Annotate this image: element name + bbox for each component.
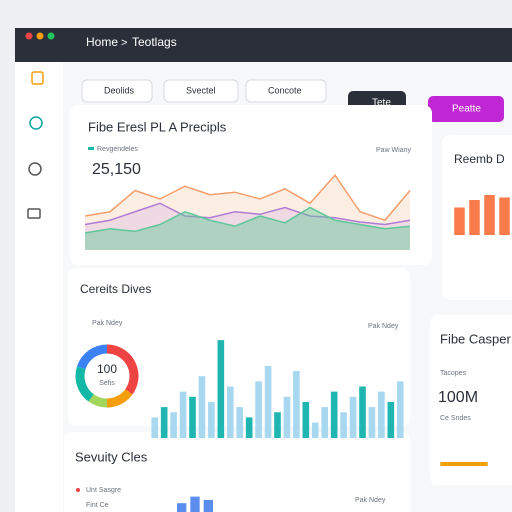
nav-icon[interactable] [28,162,42,176]
bar [236,407,244,438]
bar [469,200,480,235]
donut-segment [88,394,108,408]
nav-icon[interactable] [31,71,44,85]
card [68,268,410,426]
breadcrumb[interactable]: Teotlags [132,35,177,49]
donut-segment [75,366,95,402]
donut-center: 100 [97,362,117,376]
stat-label: Revgendeles [97,146,138,153]
filter-label: Svectel [186,85,216,95]
bar [177,503,187,512]
bar [378,391,385,438]
bar [245,417,253,438]
stat-label: Tacopes [440,370,467,377]
bar [484,195,495,235]
bar [293,371,300,438]
legend: Pak Ndey [355,497,386,504]
dot [25,32,33,40]
bar [255,381,262,438]
bar [170,412,177,438]
bar [349,396,357,438]
bar [330,391,338,438]
area-fill [85,203,410,250]
decor-bar [440,462,488,466]
donut-segment [106,344,139,395]
bar [454,207,465,235]
bar [321,407,329,438]
legend: Paw Wiany [376,147,412,154]
bar [368,407,376,438]
bar [340,412,347,438]
sidebar [15,62,63,512]
bar [359,386,366,438]
dot [36,32,44,40]
row[interactable]: Unt Sasgre [86,487,121,494]
donut-segment [77,344,108,370]
bar [151,417,159,438]
filter-dropdown[interactable] [245,79,327,103]
dot [47,32,55,40]
donut-sub: Sefis [99,380,115,387]
line [84,173,411,222]
bar [217,340,225,438]
bar [283,396,291,438]
bar [208,401,215,438]
card-title: Fibe Casper [440,331,511,346]
filter-label: Deolids [104,85,135,95]
row-dot [76,488,80,492]
bar [499,197,510,235]
line [84,206,411,234]
legend: Pak Ndey [92,320,123,327]
nav-icon[interactable] [27,208,41,219]
bar [203,499,213,512]
filter-dropdown[interactable] [163,79,239,103]
bar [302,401,310,438]
stat-value: 25,150 [92,161,141,178]
row[interactable]: Fint Ce [86,502,109,509]
bar [190,496,200,512]
card-title: Cereits Dives [80,282,151,296]
separator: > [121,37,127,49]
card [64,432,410,512]
card-title: Fibe Eresl PL A Precipls [88,119,227,134]
bar [198,376,206,438]
card [430,315,512,485]
bar [274,412,281,438]
filter-label: Concote [268,85,302,95]
bar [264,365,272,438]
line [84,202,411,226]
bar [387,401,395,438]
legend-swatch [88,147,94,150]
bar [396,381,404,438]
button[interactable] [428,96,504,122]
breadcrumb[interactable]: Home [86,35,118,49]
nav-icon[interactable] [29,116,43,130]
card-title: Sevuity Cles [75,449,148,464]
legend: Pak Ndey [368,323,399,330]
filter-dropdown[interactable] [81,79,153,103]
stat-value: 100M [438,389,478,406]
bar [160,407,168,438]
bar [179,391,187,438]
button-label: Peatte [452,104,481,115]
bar [226,386,234,438]
bar [189,396,196,438]
top-bar [15,28,512,62]
card-title: Reemb D [454,152,505,166]
area-fill [85,207,410,250]
stat-sub: Ce Sndes [440,415,471,422]
button-label: Tete [372,98,391,109]
bar [311,422,319,438]
donut-segment [106,388,133,408]
